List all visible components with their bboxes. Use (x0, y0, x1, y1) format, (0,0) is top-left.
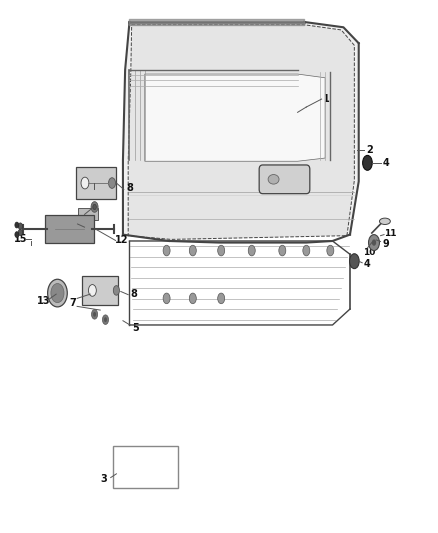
Text: 8: 8 (131, 289, 137, 299)
FancyBboxPatch shape (82, 276, 118, 305)
Ellipse shape (363, 156, 372, 170)
Ellipse shape (104, 317, 107, 322)
Ellipse shape (268, 174, 279, 184)
Text: 5: 5 (133, 322, 139, 333)
Text: 10: 10 (363, 248, 375, 257)
Ellipse shape (88, 285, 96, 296)
Ellipse shape (113, 286, 120, 295)
Ellipse shape (18, 229, 22, 236)
Ellipse shape (15, 222, 19, 228)
Ellipse shape (368, 235, 379, 251)
Polygon shape (123, 22, 359, 241)
Ellipse shape (93, 204, 96, 209)
FancyBboxPatch shape (76, 166, 116, 199)
Ellipse shape (218, 245, 225, 256)
Text: 12: 12 (115, 236, 129, 246)
FancyBboxPatch shape (78, 208, 98, 220)
Ellipse shape (91, 201, 98, 212)
Ellipse shape (327, 245, 334, 256)
Text: 11: 11 (384, 229, 396, 238)
Ellipse shape (81, 177, 89, 189)
Ellipse shape (350, 254, 359, 269)
Polygon shape (145, 74, 325, 161)
Ellipse shape (92, 310, 98, 319)
Ellipse shape (218, 293, 225, 304)
Text: 2: 2 (366, 144, 373, 155)
Text: 13: 13 (37, 296, 50, 306)
Text: 3: 3 (101, 474, 108, 484)
Polygon shape (128, 25, 354, 239)
Ellipse shape (48, 279, 67, 307)
Text: 15: 15 (14, 234, 27, 244)
Text: 7: 7 (69, 297, 76, 308)
Ellipse shape (18, 223, 22, 229)
Ellipse shape (189, 293, 196, 304)
Ellipse shape (51, 284, 64, 303)
Ellipse shape (303, 245, 310, 256)
Ellipse shape (372, 239, 376, 246)
Ellipse shape (279, 245, 286, 256)
FancyBboxPatch shape (259, 165, 310, 193)
Text: 1: 1 (323, 94, 329, 104)
Ellipse shape (109, 177, 116, 188)
Ellipse shape (379, 218, 390, 224)
Ellipse shape (163, 293, 170, 304)
Text: 7: 7 (77, 214, 84, 224)
FancyBboxPatch shape (45, 215, 94, 243)
Ellipse shape (248, 245, 255, 256)
Text: 4: 4 (383, 158, 389, 168)
Ellipse shape (189, 245, 196, 256)
Text: 8: 8 (126, 183, 133, 193)
Text: 14: 14 (66, 217, 79, 228)
Ellipse shape (102, 315, 109, 325)
Text: 4: 4 (364, 259, 371, 269)
Ellipse shape (93, 312, 96, 317)
Ellipse shape (163, 245, 170, 256)
Text: 9: 9 (382, 239, 389, 248)
Text: 6: 6 (90, 172, 97, 182)
Ellipse shape (15, 232, 19, 238)
